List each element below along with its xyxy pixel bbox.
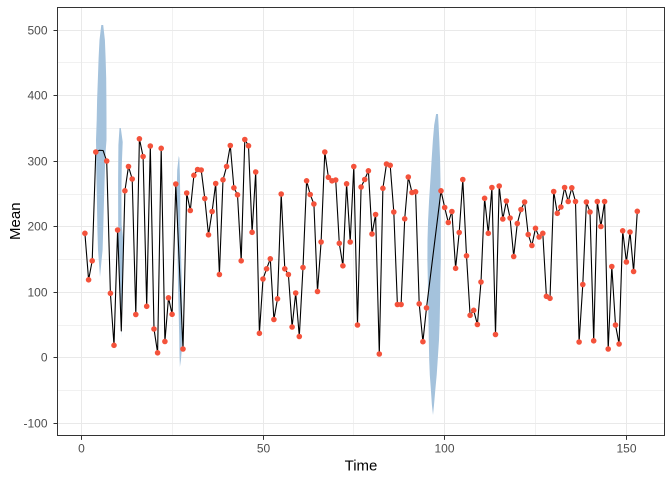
- svg-text:100: 100: [27, 286, 47, 300]
- svg-text:0: 0: [41, 351, 48, 365]
- svg-text:200: 200: [27, 220, 47, 234]
- svg-text:150: 150: [616, 442, 636, 456]
- svg-text:50: 50: [257, 442, 271, 456]
- svg-text:Mean: Mean: [7, 202, 24, 240]
- svg-text:500: 500: [27, 24, 47, 38]
- svg-text:400: 400: [27, 89, 47, 103]
- svg-text:300: 300: [27, 155, 47, 169]
- svg-text:-100: -100: [23, 417, 47, 431]
- svg-text:Time: Time: [345, 458, 378, 475]
- svg-text:100: 100: [434, 442, 454, 456]
- svg-text:0: 0: [78, 442, 85, 456]
